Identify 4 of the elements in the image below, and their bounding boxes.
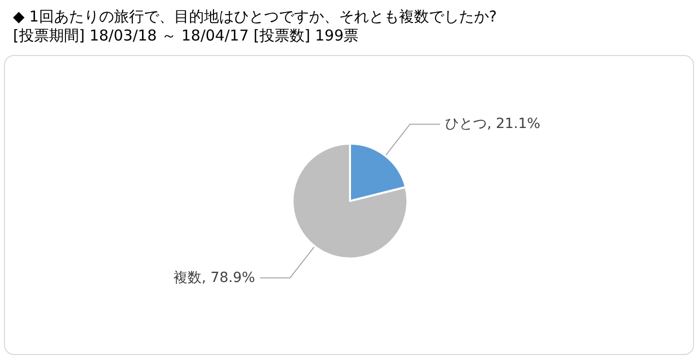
chart-title: ◆ 1回あたりの旅行で、目的地はひとつですか、それとも複数でしたか? [13,8,497,26]
chart-subtitle: [投票期間] 18/03/18 ～ 18/04/17 [投票数] 199票 [13,26,359,44]
slice-label: ひとつ, 21.1% [444,116,540,132]
slice-label: 複数, 78.9% [174,270,256,286]
